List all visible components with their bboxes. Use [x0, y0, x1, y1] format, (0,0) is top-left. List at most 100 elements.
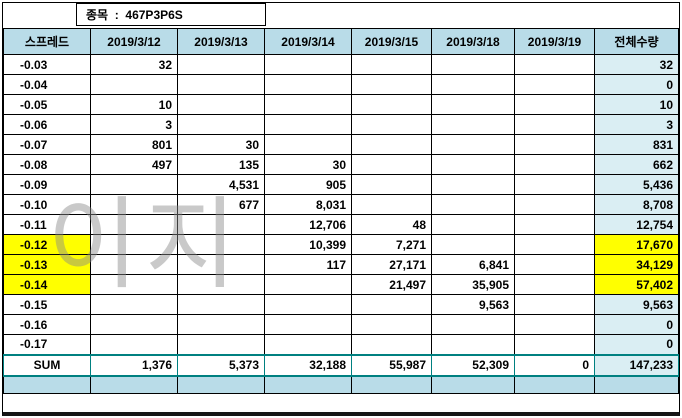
bottom-cell[interactable] — [264, 375, 352, 394]
value-cell[interactable] — [351, 194, 432, 215]
sum-value-cell[interactable]: 0 — [514, 353, 595, 377]
col-header-date[interactable]: 2019/3/18 — [431, 28, 515, 55]
sum-value-cell[interactable]: 5,373 — [177, 353, 265, 377]
bottom-cell[interactable] — [177, 375, 265, 394]
value-cell[interactable] — [514, 174, 595, 195]
spread-cell[interactable]: -0.15 — [3, 294, 91, 315]
value-cell[interactable]: 135 — [177, 154, 265, 175]
value-cell[interactable]: 801 — [90, 134, 178, 155]
total-cell[interactable]: 0 — [594, 334, 679, 355]
value-cell[interactable] — [90, 294, 178, 315]
value-cell[interactable] — [177, 54, 265, 75]
value-cell[interactable] — [177, 314, 265, 335]
spread-cell[interactable]: -0.11 — [3, 214, 91, 235]
spread-cell[interactable]: -0.16 — [3, 314, 91, 335]
total-cell[interactable]: 10 — [594, 94, 679, 115]
value-cell[interactable] — [431, 214, 515, 235]
value-cell[interactable] — [431, 74, 515, 95]
bottom-cell[interactable] — [3, 375, 91, 394]
value-cell[interactable] — [351, 94, 432, 115]
value-cell[interactable]: 117 — [264, 254, 352, 275]
sum-total-cell[interactable]: 147,233 — [594, 353, 679, 377]
total-cell[interactable]: 32 — [594, 54, 679, 75]
value-cell[interactable] — [514, 254, 595, 275]
value-cell[interactable] — [514, 214, 595, 235]
value-cell[interactable]: 9,563 — [431, 294, 515, 315]
value-cell[interactable] — [177, 114, 265, 135]
total-cell[interactable]: 0 — [594, 314, 679, 335]
value-cell[interactable]: 10 — [90, 94, 178, 115]
bottom-cell[interactable] — [431, 375, 515, 394]
value-cell[interactable] — [431, 314, 515, 335]
total-cell[interactable]: 8,708 — [594, 194, 679, 215]
value-cell[interactable]: 7,271 — [351, 234, 432, 255]
value-cell[interactable] — [177, 334, 265, 355]
value-cell[interactable] — [90, 274, 178, 295]
sum-value-cell[interactable]: 1,376 — [90, 353, 178, 377]
value-cell[interactable] — [177, 294, 265, 315]
value-cell[interactable] — [431, 234, 515, 255]
value-cell[interactable]: 8,031 — [264, 194, 352, 215]
value-cell[interactable]: 905 — [264, 174, 352, 195]
value-cell[interactable] — [514, 234, 595, 255]
value-cell[interactable] — [351, 74, 432, 95]
total-cell[interactable]: 9,563 — [594, 294, 679, 315]
value-cell[interactable]: 10,399 — [264, 234, 352, 255]
spread-cell[interactable]: -0.06 — [3, 114, 91, 135]
item-code-cell[interactable]: 종목 : 467P3P6S — [76, 3, 266, 26]
value-cell[interactable] — [264, 134, 352, 155]
value-cell[interactable] — [431, 54, 515, 75]
value-cell[interactable] — [351, 174, 432, 195]
value-cell[interactable] — [351, 314, 432, 335]
value-cell[interactable]: 12,706 — [264, 214, 352, 235]
sum-value-cell[interactable]: 32,188 — [264, 353, 352, 377]
col-header-total[interactable]: 전체수량 — [594, 28, 679, 55]
value-cell[interactable] — [90, 314, 178, 335]
col-header-date[interactable]: 2019/3/13 — [177, 28, 265, 55]
value-cell[interactable] — [514, 114, 595, 135]
value-cell[interactable] — [431, 134, 515, 155]
value-cell[interactable] — [90, 254, 178, 275]
value-cell[interactable] — [264, 94, 352, 115]
value-cell[interactable] — [90, 214, 178, 235]
value-cell[interactable] — [90, 74, 178, 95]
value-cell[interactable]: 3 — [90, 114, 178, 135]
bottom-cell[interactable] — [594, 375, 679, 394]
bottom-cell[interactable] — [90, 375, 178, 394]
sum-label-cell[interactable]: SUM — [3, 353, 91, 377]
value-cell[interactable] — [177, 274, 265, 295]
col-header-date[interactable]: 2019/3/19 — [514, 28, 595, 55]
spread-cell[interactable]: -0.04 — [3, 74, 91, 95]
value-cell[interactable] — [264, 314, 352, 335]
value-cell[interactable] — [264, 274, 352, 295]
value-cell[interactable]: 27,171 — [351, 254, 432, 275]
total-cell[interactable]: 5,436 — [594, 174, 679, 195]
value-cell[interactable] — [264, 114, 352, 135]
value-cell[interactable] — [351, 134, 432, 155]
value-cell[interactable] — [431, 174, 515, 195]
value-cell[interactable] — [90, 174, 178, 195]
value-cell[interactable] — [177, 234, 265, 255]
bottom-cell[interactable] — [514, 375, 595, 394]
sum-value-cell[interactable]: 52,309 — [431, 353, 515, 377]
value-cell[interactable] — [351, 294, 432, 315]
value-cell[interactable] — [351, 334, 432, 355]
total-cell[interactable]: 17,670 — [594, 234, 679, 255]
total-cell[interactable]: 34,129 — [594, 254, 679, 275]
col-header-date[interactable]: 2019/3/15 — [351, 28, 432, 55]
col-header-spread[interactable]: 스프레드 — [3, 28, 91, 55]
bottom-cell[interactable] — [351, 375, 432, 394]
value-cell[interactable] — [431, 334, 515, 355]
spread-cell[interactable]: -0.07 — [3, 134, 91, 155]
value-cell[interactable]: 30 — [177, 134, 265, 155]
value-cell[interactable] — [264, 74, 352, 95]
value-cell[interactable] — [177, 254, 265, 275]
value-cell[interactable] — [431, 114, 515, 135]
spread-cell[interactable]: -0.17 — [3, 334, 91, 355]
value-cell[interactable] — [431, 94, 515, 115]
value-cell[interactable] — [514, 194, 595, 215]
total-cell[interactable]: 662 — [594, 154, 679, 175]
spread-cell[interactable]: -0.03 — [3, 54, 91, 75]
total-cell[interactable]: 3 — [594, 114, 679, 135]
col-header-date[interactable]: 2019/3/14 — [264, 28, 352, 55]
